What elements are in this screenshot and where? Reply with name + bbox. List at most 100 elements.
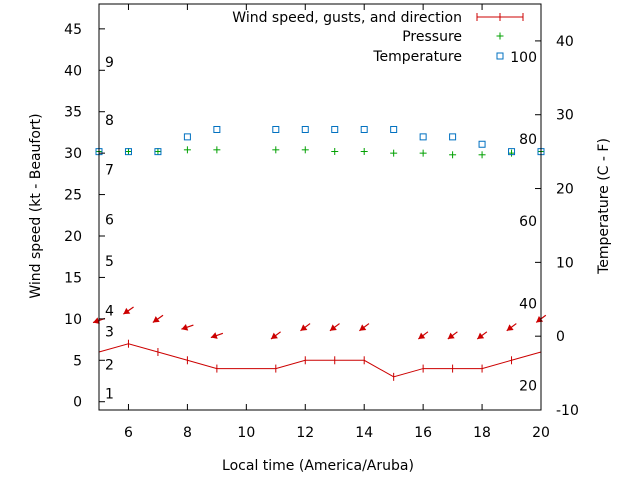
x-tick-label: 16	[414, 425, 432, 441]
wind-arrow-head	[477, 332, 485, 340]
temperature-point	[419, 133, 427, 141]
wind-arrow-head	[271, 332, 278, 340]
wind-arrow-head	[418, 332, 426, 340]
y-tick-label: 30	[64, 146, 82, 162]
wind-direction-arrow	[417, 331, 429, 340]
y2-axis-label: Temperature (C - F)	[596, 138, 612, 275]
y2-tick-label: 20	[556, 182, 574, 198]
wind-direction-arrow	[270, 331, 281, 340]
x-tick-label: 6	[124, 425, 133, 441]
y2-tick-label: 0	[556, 329, 565, 345]
y-tick-label: 0	[73, 395, 82, 411]
fahrenheit-label: 20	[519, 379, 537, 395]
wind-direction-arrow	[447, 331, 458, 340]
y-tick-label: 35	[64, 105, 82, 121]
wind-direction-arrow	[123, 306, 134, 315]
temperature-point	[154, 148, 162, 156]
wind-direction-arrow	[506, 323, 517, 332]
x-tick-label: 12	[296, 425, 314, 441]
pressure-point	[478, 151, 486, 159]
axes: 6 8 10 12 14 16 18 20051015202530354045-1001020…	[64, 3, 579, 441]
wind-arrow-head	[300, 324, 308, 331]
pressure-point	[508, 149, 516, 157]
x-tick-label: 20	[532, 425, 550, 441]
fahrenheit-label: 80	[519, 132, 537, 148]
temperature-point	[478, 140, 486, 148]
pressure-point	[331, 147, 339, 155]
fahrenheit-label: 40	[519, 297, 537, 313]
wind-direction-arrow	[359, 323, 370, 332]
beaufort-label: 1	[105, 386, 114, 402]
x-tick-label: 10	[237, 425, 255, 441]
temperature-point	[390, 125, 398, 133]
temperature-point	[301, 125, 309, 133]
y2-tick-label: -10	[556, 403, 579, 419]
beaufort-label: 4	[105, 304, 114, 320]
beaufort-label: 2	[105, 357, 114, 373]
temperature-point	[449, 133, 457, 141]
pressure-point	[213, 146, 221, 154]
plot-frame	[98, 3, 542, 411]
wind-arrow-head	[506, 324, 514, 331]
temperature-point	[360, 125, 368, 133]
pressure-point	[390, 149, 398, 157]
wind-direction-arrow	[181, 323, 194, 331]
plot-area	[92, 125, 547, 381]
temperature-point	[183, 133, 191, 141]
y-tick-label: 45	[64, 22, 82, 38]
temperature-point	[331, 125, 339, 133]
wind-speed-line	[98, 343, 542, 378]
wind-arrow-head	[123, 307, 131, 315]
y-tick-label: 40	[64, 63, 82, 79]
y2-tick-label: 30	[556, 108, 574, 124]
wind-arrow-head	[329, 324, 337, 331]
wind-arrow-head	[93, 317, 100, 324]
fahrenheit-label: 60	[519, 214, 537, 230]
pressure-point	[419, 149, 427, 157]
beaufort-label: 7	[105, 163, 114, 179]
wind-arrow-head	[447, 332, 455, 340]
y2-tick-label: 40	[556, 34, 574, 50]
y2-tick-label: 10	[556, 255, 574, 271]
wind-direction-arrow	[152, 314, 164, 323]
legend-label-wind: Wind speed, gusts, and direction	[232, 10, 462, 26]
temperature-point	[213, 125, 221, 133]
x-tick-label: 8	[183, 425, 192, 441]
pressure-point	[124, 147, 132, 155]
beaufort-label: 3	[105, 324, 114, 340]
pressure-point	[301, 146, 309, 154]
y-tick-label: 20	[64, 229, 82, 245]
wind-direction-arrow	[329, 323, 340, 332]
beaufort-label: 8	[105, 113, 114, 129]
beaufort-label: 6	[105, 212, 114, 228]
y-tick-label: 25	[64, 188, 82, 204]
temperature-point	[124, 148, 132, 156]
y-tick-label: 10	[64, 312, 82, 328]
wind-arrow-head	[536, 316, 544, 323]
pressure-point	[360, 147, 368, 155]
pressure-point	[449, 151, 457, 159]
beaufort-label: 5	[105, 254, 114, 270]
wind-arrow-head	[359, 324, 367, 331]
wind-arrow-head	[210, 332, 218, 339]
wind-direction-arrow	[210, 332, 224, 339]
legend: Wind speed, gusts, and direction Pressur…	[232, 10, 524, 65]
wind-direction-arrow	[300, 323, 311, 332]
x-axis-label: Local time (America/Aruba)	[222, 458, 414, 474]
legend-label-pressure: Pressure	[402, 29, 462, 45]
wind-direction-arrow	[476, 331, 488, 340]
fahrenheit-label: 100	[510, 50, 537, 66]
y-axis-label: Wind speed (kt - Beaufort)	[28, 113, 44, 298]
temperature-point	[508, 148, 516, 156]
legend-sample-temperature	[496, 52, 504, 60]
wind-arrow-head	[152, 316, 160, 323]
y-tick-label: 5	[73, 353, 82, 369]
temperature-point	[272, 125, 280, 133]
wind-arrow-head	[181, 323, 189, 331]
pressure-point	[183, 146, 191, 154]
x-tick-label: 18	[473, 425, 491, 441]
beaufort-label: 9	[105, 55, 114, 71]
legend-label-temperature: Temperature	[372, 49, 462, 65]
x-tick-label: 14	[355, 425, 373, 441]
